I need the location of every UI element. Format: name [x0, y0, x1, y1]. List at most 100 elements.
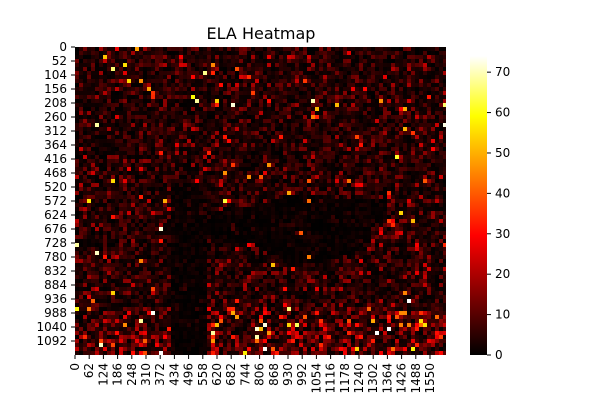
- heatmap-cell: [335, 183, 339, 187]
- heatmap-cell: [263, 59, 267, 63]
- heatmap-cell: [303, 183, 307, 187]
- heatmap-cell: [87, 223, 91, 227]
- heatmap-cell: [415, 71, 419, 75]
- heatmap-cell: [127, 127, 131, 131]
- heatmap-cell: [231, 223, 235, 227]
- heatmap-cell: [143, 131, 147, 135]
- heatmap-cell: [307, 199, 311, 203]
- heatmap-cell: [115, 171, 119, 175]
- heatmap-cell: [339, 87, 343, 91]
- heatmap-cell: [95, 63, 99, 67]
- heatmap-cell: [379, 247, 383, 251]
- heatmap-cell: [199, 231, 203, 235]
- heatmap-cell: [79, 239, 83, 243]
- heatmap-cell: [391, 215, 395, 219]
- heatmap-cell: [123, 59, 127, 63]
- heatmap-cell: [151, 255, 155, 259]
- heatmap-cell: [383, 87, 387, 91]
- heatmap-cell: [103, 163, 107, 167]
- heatmap-cell: [131, 187, 135, 191]
- heatmap-cell: [75, 135, 79, 139]
- heatmap-cell: [239, 247, 243, 251]
- heatmap-cell: [323, 75, 327, 79]
- heatmap-cell: [211, 239, 215, 243]
- heatmap-cell: [235, 147, 239, 151]
- heatmap-cell: [159, 55, 163, 59]
- heatmap-cell: [111, 71, 115, 75]
- heatmap-cell: [215, 91, 219, 95]
- heatmap-cell: [199, 107, 203, 111]
- heatmap-cell: [371, 175, 375, 179]
- heatmap-cell: [351, 207, 355, 211]
- heatmap-cell: [283, 95, 287, 99]
- heatmap-cell: [231, 215, 235, 219]
- heatmap-cell: [319, 147, 323, 151]
- heatmap-cell: [235, 211, 239, 215]
- heatmap-cell: [179, 215, 183, 219]
- heatmap-cell: [311, 87, 315, 91]
- heatmap-cell: [235, 183, 239, 187]
- heatmap-cell: [103, 235, 107, 239]
- heatmap-cell: [431, 159, 435, 163]
- heatmap-cell: [403, 251, 407, 255]
- heatmap-cell: [275, 91, 279, 95]
- heatmap-cell: [339, 243, 343, 247]
- heatmap-cell: [219, 255, 223, 259]
- heatmap-cell: [319, 115, 323, 119]
- heatmap-cell: [235, 139, 239, 143]
- heatmap-cell: [411, 215, 415, 219]
- heatmap-cell: [183, 51, 187, 55]
- heatmap-cell: [147, 51, 151, 55]
- heatmap-cell: [211, 71, 215, 75]
- heatmap-cell: [79, 231, 83, 235]
- heatmap-cell: [163, 183, 167, 187]
- heatmap-cell: [343, 163, 347, 167]
- heatmap-cell: [339, 223, 343, 227]
- heatmap-cell: [91, 123, 95, 127]
- heatmap-cell: [435, 111, 439, 115]
- heatmap-cell: [123, 111, 127, 115]
- heatmap-cell: [227, 123, 231, 127]
- heatmap-cell: [187, 159, 191, 163]
- heatmap-cell: [91, 227, 95, 231]
- heatmap-cell: [335, 115, 339, 119]
- heatmap-cell: [171, 191, 175, 195]
- heatmap-cell: [207, 247, 211, 251]
- heatmap-cell: [427, 203, 431, 207]
- heatmap-cell: [443, 147, 446, 151]
- heatmap-cell: [355, 127, 359, 131]
- heatmap-cell: [415, 199, 419, 203]
- heatmap-cell: [359, 103, 363, 107]
- heatmap-cell: [227, 83, 231, 87]
- heatmap-cell: [415, 91, 419, 95]
- heatmap-cell: [335, 79, 339, 83]
- heatmap-cell: [139, 123, 143, 127]
- heatmap-cell: [291, 143, 295, 147]
- heatmap-cell: [183, 55, 187, 59]
- heatmap-cell: [387, 175, 391, 179]
- heatmap-cell: [235, 119, 239, 123]
- heatmap-cell: [415, 47, 419, 51]
- heatmap-cell: [259, 95, 263, 99]
- heatmap-cell: [351, 163, 355, 167]
- heatmap-cell: [363, 251, 367, 255]
- heatmap-cell: [99, 99, 103, 103]
- heatmap-cell: [295, 191, 299, 195]
- heatmap-cell: [175, 135, 179, 139]
- heatmap-cell: [371, 243, 375, 247]
- heatmap-cell: [255, 143, 259, 147]
- heatmap-cell: [391, 71, 395, 75]
- heatmap-cell: [163, 75, 167, 79]
- heatmap-cell: [167, 179, 171, 183]
- heatmap-cell: [259, 71, 263, 75]
- heatmap-cell: [271, 47, 275, 51]
- heatmap-cell: [107, 63, 111, 67]
- heatmap-cell: [311, 239, 315, 243]
- heatmap-cell: [355, 239, 359, 243]
- heatmap-cell: [239, 111, 243, 115]
- heatmap-cell: [199, 87, 203, 91]
- heatmap-cell: [251, 155, 255, 159]
- heatmap-cell: [159, 95, 163, 99]
- heatmap-cell: [183, 159, 187, 163]
- heatmap-cell: [275, 155, 279, 159]
